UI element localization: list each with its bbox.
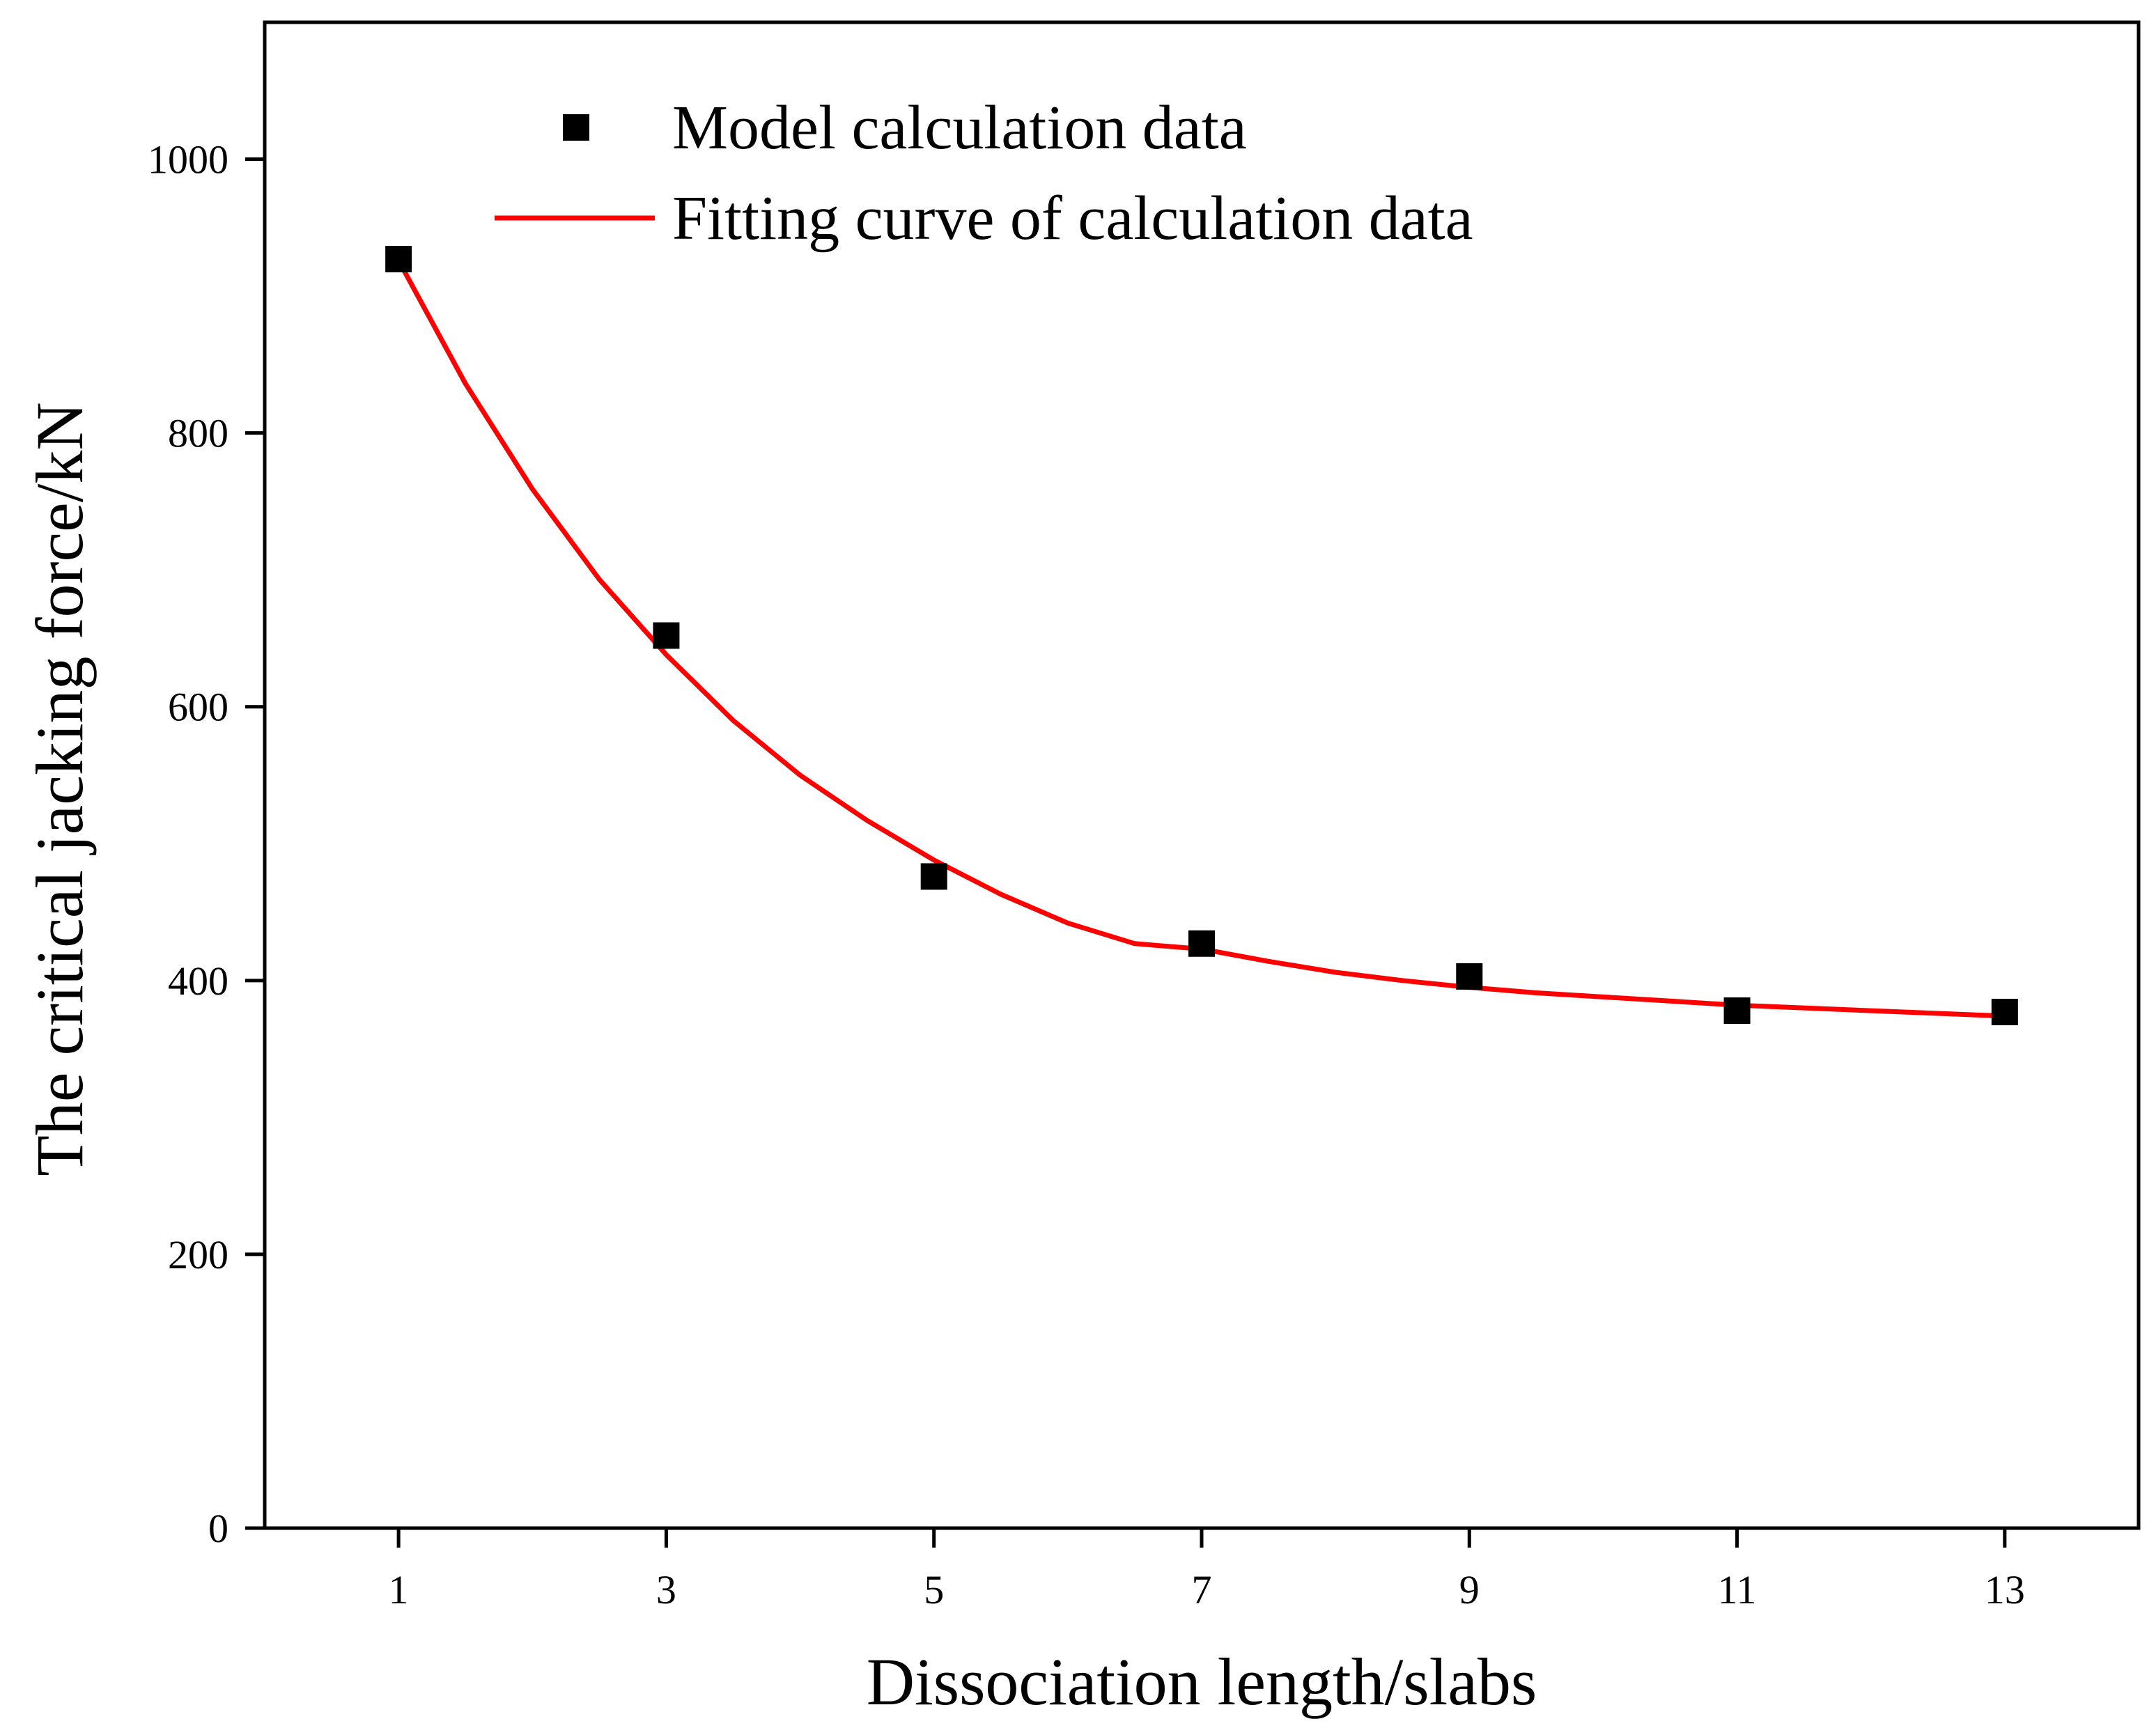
data-point-marker (1723, 997, 1751, 1025)
y-tick-label: 800 (168, 411, 228, 456)
x-tick-label: 13 (1985, 1567, 2025, 1612)
legend-label-fit: Fitting curve of calculation data (672, 184, 1473, 253)
data-point-marker (1188, 930, 1215, 957)
data-point-marker (653, 622, 680, 649)
x-tick-label: 7 (1192, 1567, 1212, 1612)
data-point-marker (1991, 999, 2018, 1026)
data-point-marker (920, 863, 947, 890)
x-tick-label: 9 (1459, 1567, 1480, 1612)
x-tick-label: 5 (924, 1567, 944, 1612)
legend-marker-square (563, 114, 589, 141)
x-axis-title: Dissociation length/slabs (867, 1644, 1537, 1719)
legend-label-model: Model calculation data (672, 93, 1247, 162)
y-tick-label: 0 (208, 1506, 228, 1551)
y-tick-label: 600 (168, 685, 228, 730)
x-tick-label: 11 (1718, 1567, 1757, 1612)
y-tick-label: 1000 (148, 137, 228, 182)
y-axis-title: The critical jacking force/kN (22, 402, 97, 1176)
y-tick-label: 200 (168, 1232, 228, 1277)
data-point-marker (1456, 963, 1483, 990)
x-tick-label: 3 (656, 1567, 676, 1612)
x-tick-label: 1 (389, 1567, 409, 1612)
fit-curve-line (396, 258, 2008, 1019)
y-tick-label: 400 (168, 958, 228, 1004)
data-point-marker (385, 246, 412, 273)
